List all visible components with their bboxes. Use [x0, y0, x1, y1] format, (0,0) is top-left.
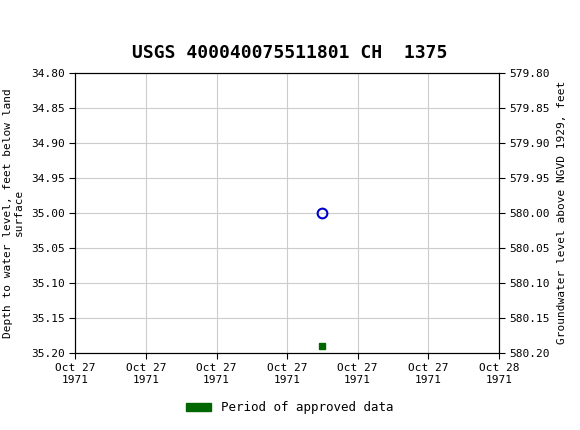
Y-axis label: Groundwater level above NGVD 1929, feet: Groundwater level above NGVD 1929, feet — [557, 81, 567, 344]
Text: ╳USGS: ╳USGS — [6, 13, 72, 39]
Text: USGS 400040075511801 CH  1375: USGS 400040075511801 CH 1375 — [132, 44, 448, 62]
Legend: Period of approved data: Period of approved data — [181, 396, 399, 419]
Y-axis label: Depth to water level, feet below land
surface: Depth to water level, feet below land su… — [3, 88, 24, 338]
